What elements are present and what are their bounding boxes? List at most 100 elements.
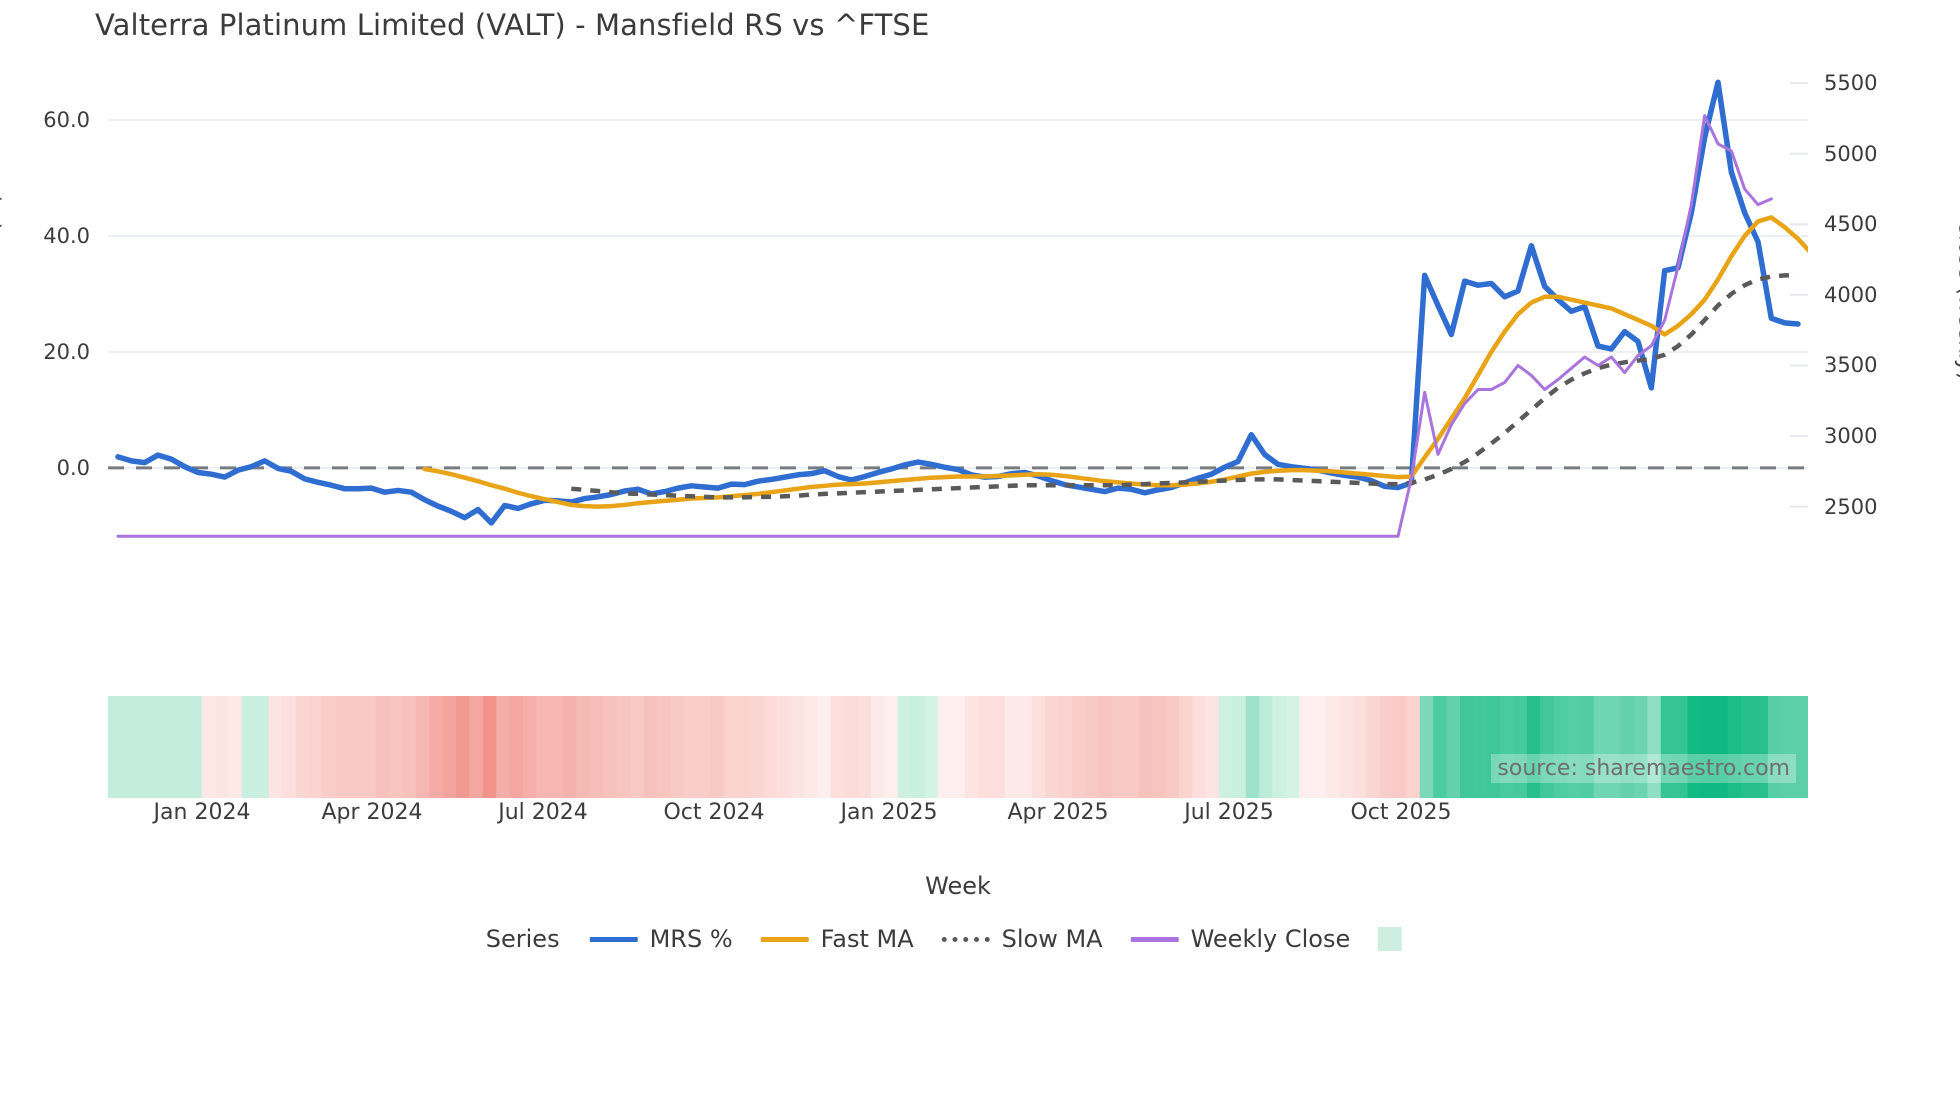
heat-cell — [1674, 696, 1689, 798]
legend-line-icon — [760, 936, 809, 942]
heat-cell — [429, 696, 444, 798]
heat-cell — [362, 696, 377, 798]
heat-cell — [1526, 696, 1541, 798]
heat-cell — [1741, 696, 1756, 798]
x-tick-oct-2025: Oct 2025 — [1350, 800, 1452, 825]
y-tick-right: 2500 — [1824, 494, 1878, 519]
heat-cell — [148, 696, 163, 798]
heat-cell — [134, 696, 149, 798]
x-tick-jul-2024: Jul 2024 — [498, 800, 588, 825]
heat-cell — [1647, 696, 1662, 798]
heat-cell — [603, 696, 618, 798]
heat-cell — [1045, 696, 1059, 798]
heat-cell — [924, 696, 939, 798]
series-line-weekly-close — [116, 114, 1773, 538]
heat-cell — [951, 696, 966, 798]
heat-cell — [402, 696, 417, 798]
heat-cell — [1152, 696, 1167, 798]
series-line-fast-ma — [422, 215, 1808, 509]
heat-cell — [1232, 696, 1247, 798]
y-tick-right: 5000 — [1824, 141, 1878, 166]
heat-cell — [1714, 696, 1729, 798]
page-title: Valterra Platinum Limited (VALT) - Mansf… — [95, 8, 930, 42]
heat-cell — [1754, 696, 1769, 798]
heat-cell — [1125, 696, 1140, 798]
heat-cell — [1727, 696, 1742, 798]
heat-cell — [1192, 696, 1207, 798]
legend-item-weekly-close[interactable]: Weekly Close — [1130, 925, 1350, 953]
heat-cell — [804, 696, 819, 798]
heat-cell — [1259, 696, 1274, 798]
heat-cell — [723, 696, 738, 798]
heat-cell — [937, 696, 952, 798]
heat-cell — [696, 696, 711, 798]
heat-cell — [1018, 696, 1033, 798]
legend-dotted-line-icon — [941, 936, 990, 942]
x-tick-jan-2024: Jan 2024 — [153, 800, 251, 825]
plot-area — [108, 62, 1808, 549]
y-tick-right: 3500 — [1824, 353, 1878, 378]
heat-cell — [656, 696, 671, 798]
heat-cell — [589, 696, 604, 798]
legend-item-label: Slow MA — [1001, 925, 1103, 953]
heat-cell — [670, 696, 685, 798]
legend-item-mrs[interactable]: MRS % — [589, 925, 733, 953]
heat-cell — [1513, 696, 1528, 798]
heat-cell — [348, 696, 363, 798]
heat-cell — [228, 696, 243, 798]
legend-heat-swatch-icon — [1378, 927, 1403, 951]
heat-cell — [1553, 696, 1568, 798]
heat-cell — [1393, 696, 1408, 798]
heat-cell — [174, 696, 189, 798]
mrs-heat-strip: source: sharemaestro.com — [108, 696, 1808, 798]
heat-cell — [1406, 696, 1421, 798]
heat-cell — [442, 696, 457, 798]
heat-cell — [911, 696, 926, 798]
heat-cell — [188, 696, 203, 798]
series-line-mrs — [115, 79, 1801, 526]
legend-items: MRS % Fast MA Slow MA Weekly Close — [589, 925, 1431, 953]
heat-cell — [1433, 696, 1448, 798]
heat-cell — [496, 696, 511, 798]
heat-cell — [683, 696, 698, 798]
heat-cell — [1285, 696, 1300, 798]
legend-item-heat-swatch[interactable] — [1378, 927, 1403, 951]
heat-cell — [1031, 696, 1046, 798]
heat-cell — [737, 696, 752, 798]
heat-cell — [1379, 696, 1394, 798]
heat-cell — [482, 696, 497, 798]
heat-cell — [616, 696, 631, 798]
heat-cell — [201, 696, 216, 798]
heat-cell — [870, 696, 885, 798]
y-axis-right-label: Close (weekly) — [1953, 219, 1960, 381]
legend-item-label: Fast MA — [820, 925, 914, 953]
heat-cell — [1419, 696, 1434, 798]
x-tick-apr-2024: Apr 2024 — [321, 800, 423, 825]
heat-cell — [255, 696, 270, 798]
heat-cell — [1312, 696, 1327, 798]
heat-cell — [1593, 696, 1608, 798]
x-tick-jul-2025: Jul 2025 — [1184, 800, 1274, 825]
heat-cell — [1473, 696, 1488, 798]
heat-cell — [1660, 696, 1675, 798]
heat-cell — [1794, 696, 1808, 798]
heat-cell — [630, 696, 645, 798]
heat-cell — [1326, 696, 1341, 798]
heat-cell — [1138, 696, 1153, 798]
heat-cell — [1272, 696, 1287, 798]
heat-cell — [1219, 696, 1234, 798]
legend-item-fast-ma[interactable]: Fast MA — [760, 925, 914, 953]
heat-cell — [576, 696, 591, 798]
heat-cell — [991, 696, 1006, 798]
legend-item-slow-ma[interactable]: Slow MA — [941, 925, 1103, 953]
heat-cell — [897, 696, 912, 798]
x-axis-label: Week — [925, 872, 991, 900]
heat-cell — [375, 696, 390, 798]
x-tick-jan-2025: Jan 2025 — [840, 800, 938, 825]
heat-cell — [549, 696, 564, 798]
heat-cell — [1580, 696, 1595, 798]
heat-cell — [1446, 696, 1461, 798]
heat-cell — [1111, 696, 1126, 798]
heat-cell — [268, 696, 283, 798]
